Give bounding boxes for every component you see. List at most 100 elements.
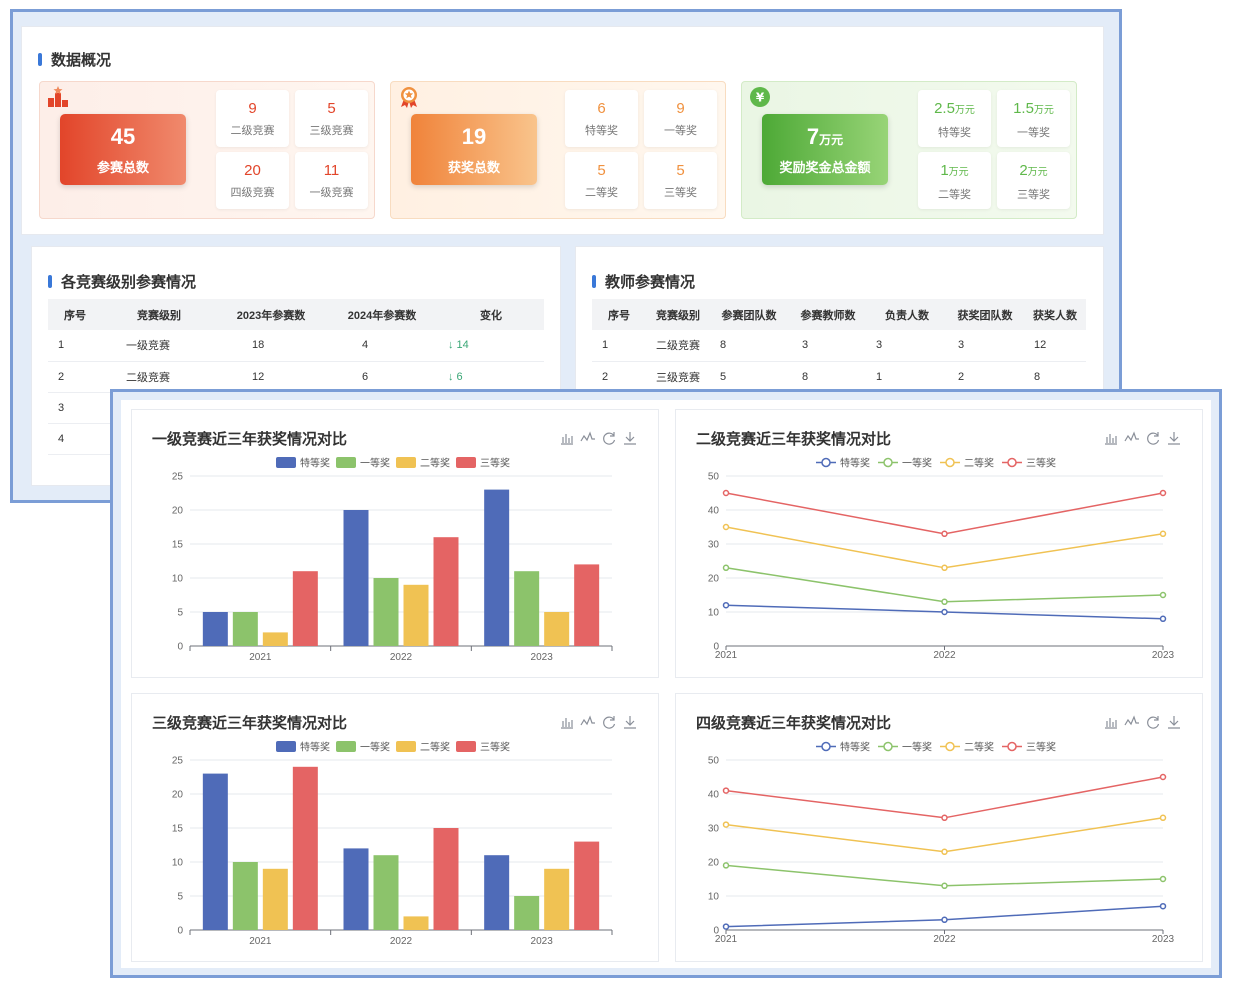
refresh-icon[interactable] (601, 430, 617, 446)
data-point[interactable] (941, 814, 948, 822)
bar-chart-icon[interactable] (559, 430, 575, 446)
y-tick-label: 20 (172, 506, 184, 517)
x-tick-label: 2022 (390, 652, 413, 663)
series-line (725, 817, 1164, 853)
data-point[interactable] (722, 821, 730, 828)
data-point[interactable] (722, 923, 730, 930)
bar[interactable] (202, 612, 228, 646)
table-row: 1 二级竞赛 8 3 3 3 12 (592, 330, 1086, 362)
legend-item[interactable]: 特等奖 (816, 457, 870, 470)
bar[interactable] (484, 855, 510, 930)
col-header: 获奖人数 (1024, 299, 1086, 330)
data-point[interactable] (1159, 615, 1167, 623)
bar[interactable] (292, 766, 318, 930)
legend-item[interactable]: 一等奖 (336, 457, 390, 470)
bar[interactable] (514, 896, 540, 930)
line-chart-icon[interactable] (1124, 714, 1140, 730)
bar[interactable] (574, 841, 600, 930)
bar[interactable] (262, 868, 288, 930)
data-point[interactable] (941, 916, 948, 924)
legend-item[interactable]: 三等奖 (456, 741, 510, 754)
bar[interactable] (343, 510, 369, 646)
line-chart-icon[interactable] (580, 430, 596, 446)
legend-label: 一等奖 (360, 741, 390, 754)
legend-item[interactable]: 二等奖 (940, 741, 994, 754)
legend-item[interactable]: 二等奖 (396, 741, 450, 754)
chart-plot: 特等奖 一等奖 二等奖 三等奖 0 10 20 30 40 50 2021 2022 2023 (708, 741, 1175, 946)
download-icon[interactable] (622, 714, 638, 730)
bar[interactable] (292, 571, 318, 646)
data-point[interactable] (1159, 773, 1167, 781)
bar[interactable] (403, 584, 429, 646)
legend-item[interactable]: 三等奖 (456, 457, 510, 470)
bar[interactable] (343, 848, 369, 930)
legend-item[interactable]: 三等奖 (1002, 741, 1056, 754)
data-point[interactable] (941, 598, 948, 606)
mini-stat: 5 三级竞赛 (295, 90, 368, 147)
data-point[interactable] (722, 787, 730, 794)
download-icon[interactable] (1166, 430, 1182, 446)
data-point[interactable] (722, 489, 730, 497)
legend-item[interactable]: 特等奖 (816, 741, 870, 754)
line-chart-icon[interactable] (1124, 430, 1140, 446)
bar[interactable] (544, 868, 570, 930)
chart-toolbox (1103, 714, 1182, 730)
data-point[interactable] (1159, 591, 1167, 599)
legend-swatch (456, 457, 476, 468)
mini-stat: 1万元 二等奖 (918, 152, 991, 209)
data-point[interactable] (1159, 530, 1167, 538)
legend-item[interactable]: 特等奖 (276, 741, 330, 754)
download-icon[interactable] (622, 430, 638, 446)
data-point[interactable] (722, 523, 730, 531)
data-point[interactable] (941, 848, 948, 856)
bar[interactable] (373, 855, 399, 930)
data-point[interactable] (1159, 814, 1167, 822)
data-point[interactable] (1159, 489, 1167, 497)
data-point[interactable] (1159, 875, 1167, 883)
chart-panel-4: 四级竞赛近三年获奖情况对比 特等奖 一等奖 二等奖 三等奖 0 10 20 30 40 50 202… (675, 693, 1203, 962)
data-point[interactable] (722, 862, 730, 869)
bar[interactable] (232, 862, 258, 930)
data-point[interactable] (722, 601, 730, 609)
bar[interactable] (574, 564, 600, 646)
legend-item[interactable]: 特等奖 (276, 457, 330, 470)
legend-item[interactable]: 一等奖 (878, 741, 932, 754)
bar-chart-icon[interactable] (559, 714, 575, 730)
y-tick-label: 15 (172, 540, 184, 551)
legend-item[interactable]: 三等奖 (1002, 457, 1056, 470)
bar[interactable] (232, 612, 258, 646)
data-point[interactable] (1159, 902, 1167, 910)
bar[interactable] (433, 537, 459, 646)
data-point[interactable] (941, 564, 948, 572)
y-tick-label: 40 (708, 790, 720, 801)
download-icon[interactable] (1166, 714, 1182, 730)
refresh-icon[interactable] (1145, 430, 1161, 446)
bar[interactable] (514, 571, 540, 646)
legend-item[interactable]: 二等奖 (396, 457, 450, 470)
refresh-icon[interactable] (1145, 714, 1161, 730)
bar-chart-icon[interactable] (1103, 714, 1119, 730)
chart-title: 三级竞赛近三年获奖情况对比 (152, 715, 348, 732)
legend-label: 三等奖 (1026, 741, 1056, 754)
data-point[interactable] (941, 882, 948, 890)
x-tick-label: 2021 (715, 650, 738, 661)
total-participation: 45 参赛总数 (60, 114, 186, 185)
bar[interactable] (202, 773, 228, 930)
bar[interactable] (262, 632, 288, 646)
chart-panel-1: 一级竞赛近三年获奖情况对比 特等奖 一等奖 二等奖 三等奖 0 5 10 15 20 25 2021… (131, 409, 659, 678)
line-chart-icon[interactable] (580, 714, 596, 730)
podium-icon (48, 86, 68, 107)
bar[interactable] (484, 489, 510, 646)
legend-item[interactable]: 一等奖 (878, 457, 932, 470)
bar[interactable] (403, 916, 429, 930)
bar[interactable] (373, 578, 399, 646)
bar[interactable] (433, 828, 459, 930)
refresh-icon[interactable] (601, 714, 617, 730)
data-point[interactable] (941, 608, 948, 616)
data-point[interactable] (941, 530, 948, 538)
legend-item[interactable]: 一等奖 (336, 741, 390, 754)
data-point[interactable] (722, 564, 730, 572)
bar[interactable] (544, 612, 570, 646)
bar-chart-icon[interactable] (1103, 430, 1119, 446)
legend-item[interactable]: 二等奖 (940, 457, 994, 470)
